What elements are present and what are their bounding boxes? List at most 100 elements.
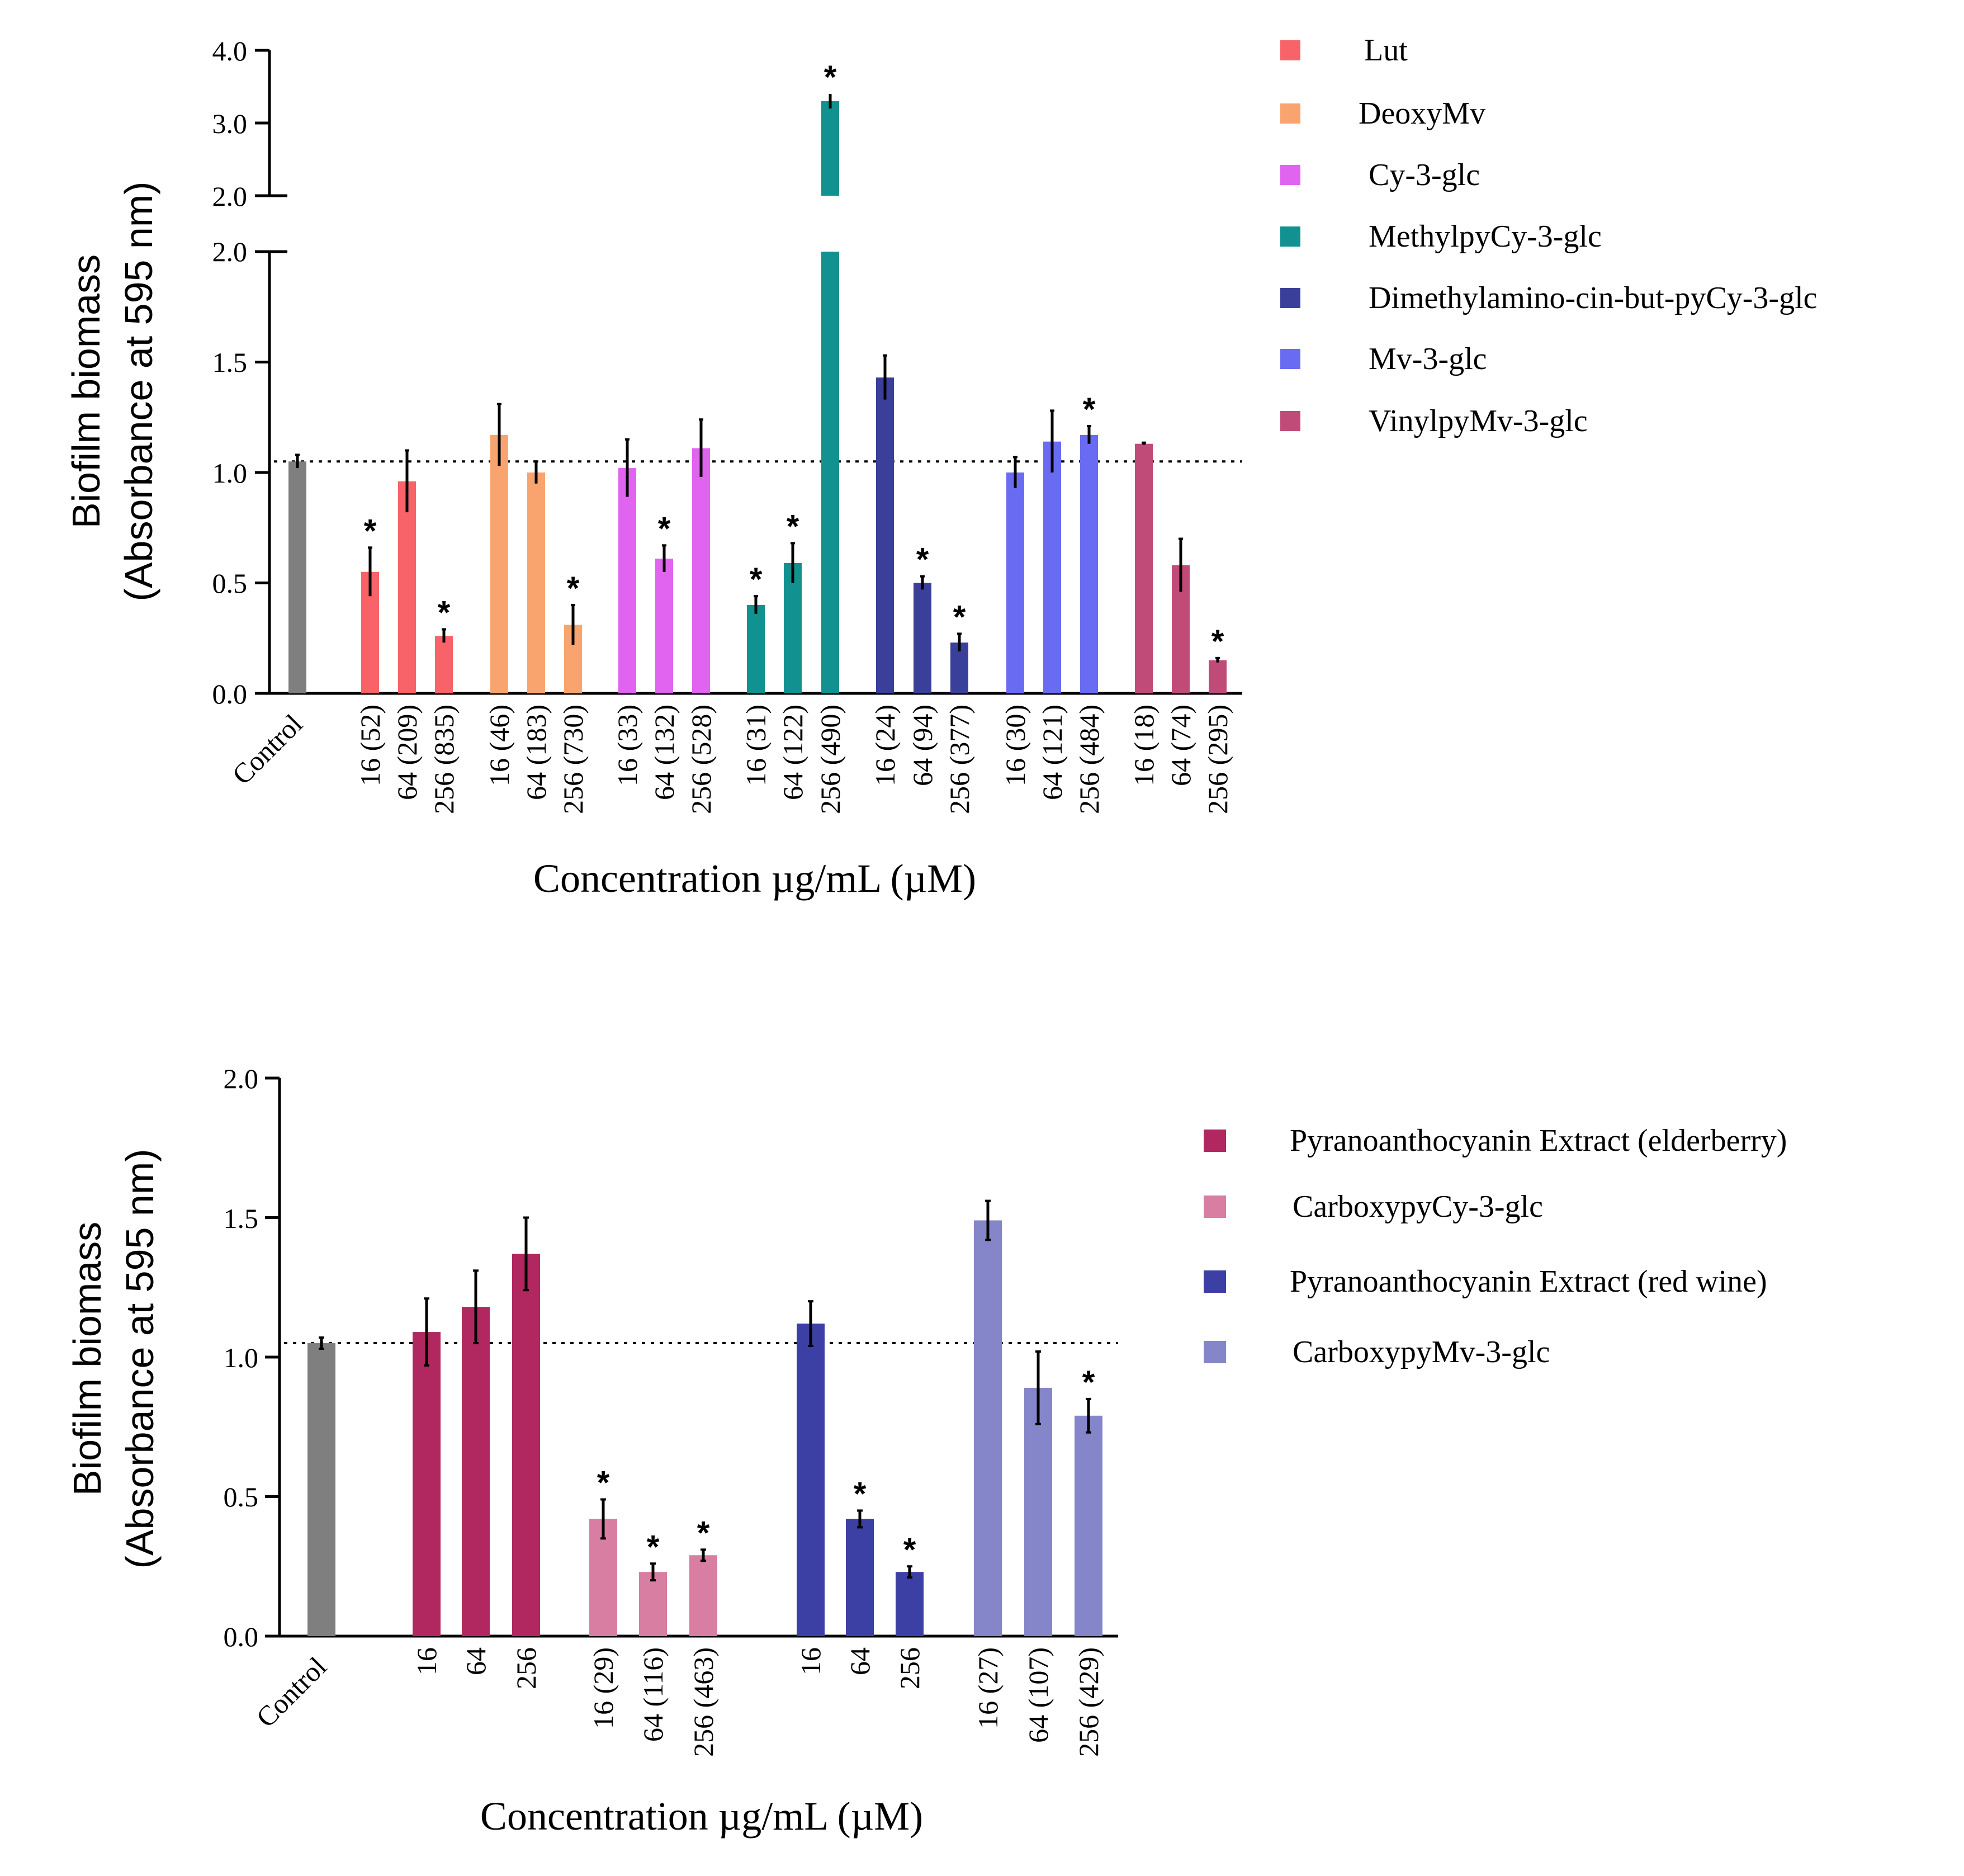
- chart-top-y-tick-0: 0.0: [212, 678, 248, 710]
- chart-top-x-title: Concentration µg/mL (µM): [533, 856, 976, 901]
- chart-top-legend-swatch-deoxymv: [1280, 103, 1300, 124]
- chart-bottom-x-label-9: 256: [894, 1647, 925, 1689]
- chart-top-x-label-14: 64 (94): [907, 705, 938, 786]
- chart-bottom-bar-12-carboxypymv-3-glc-sig: *: [1082, 1364, 1095, 1401]
- chart-bottom-bar-1-pyranoanthocyanin-extract-elderberry: [413, 1332, 441, 1636]
- chart-top-legend-label-cy-3-glc: Cy-3-glc: [1369, 158, 1480, 192]
- chart-top-bar-21-vinylpymv-3-glc: [1209, 660, 1227, 693]
- chart-bottom-bar-4-carboxypycy-3-glc-sig: *: [597, 1464, 610, 1501]
- chart-top-x-label-5: 64 (183): [520, 705, 552, 800]
- chart-top-legend-swatch-vinylpymv-3-glc: [1280, 411, 1300, 431]
- chart-bottom-bar-7-pyranoanthocyanin-extract-red-wine: [797, 1324, 825, 1636]
- chart-top-x-label-2: 64 (209): [391, 705, 423, 800]
- chart-top-y-title-line2: (Absorbance at 595 nm): [117, 182, 160, 602]
- chart-top-bar-5-deoxymv: [527, 472, 545, 693]
- chart-top-bar-12-methylpycy-3-glc-upper: [821, 101, 839, 196]
- chart-top-bar-6-deoxymv-sig: *: [567, 570, 580, 607]
- chart-bottom-bar-9-pyranoanthocyanin-extract-red-wine-sig: *: [903, 1532, 916, 1568]
- chart-bottom-y-title-line2: (Absorbance at 595 nm): [118, 1149, 162, 1569]
- chart-top-x-label-15: 256 (377): [944, 705, 975, 814]
- chart-bottom-bar-5-carboxypycy-3-glc: [639, 1572, 667, 1636]
- chart-top: Biofilm biomass (Absorbance at 595 nm) C…: [64, 33, 1817, 901]
- chart-top-legend-swatch-methylpycy-3-glc: [1280, 226, 1300, 247]
- chart-bottom-x-label-6: 256 (463): [688, 1647, 719, 1757]
- chart-bottom-legend-label-pyranoanthocyanin-extract-red-wine: Pyranoanthocyanin Extract (red wine): [1290, 1264, 1767, 1299]
- chart-top-x-label-10: 16 (31): [740, 705, 772, 786]
- chart-bottom-x-title: Concentration µg/mL (µM): [480, 1794, 923, 1839]
- chart-bottom-x-label-8: 64: [844, 1647, 875, 1675]
- chart-top-x-label-8: 64 (132): [649, 705, 680, 800]
- chart-top-legend-label-dimethylamino-cin-but-pycy-3-glc: Dimethylamino-cin-but-pyCy-3-glc: [1369, 281, 1817, 315]
- chart-bottom-bar-0-control: [307, 1343, 335, 1636]
- chart-top-legend-swatch-lut: [1280, 40, 1300, 60]
- chart-bottom-bar-8-pyranoanthocyanin-extract-red-wine-sig: *: [854, 1476, 867, 1512]
- chart-bottom-y-tick-0.5: 0.5: [224, 1481, 259, 1513]
- chart-bottom-bar-10-carboxypymv-3-glc: [974, 1220, 1002, 1636]
- chart-top-bar-8-cy-3-glc: [655, 559, 673, 693]
- chart-bottom-x-label-11: 64 (107): [1023, 1647, 1054, 1743]
- chart-top-y-title-line1: Biofilm biomass: [64, 254, 108, 528]
- chart-top-bar-14-dimethylamino-cin-but-pycy-3-glc-sig: *: [916, 542, 929, 578]
- chart-bottom-y-title-line1: Biofilm biomass: [65, 1222, 109, 1496]
- chart-top-bar-1-lut-sig: *: [364, 513, 377, 549]
- chart-top-bar-14-dimethylamino-cin-but-pycy-3-glc: [914, 583, 931, 693]
- chart-top-bar-3-lut: [435, 636, 453, 693]
- chart-top-bars: * * * * * * * * * * *: [288, 59, 1227, 693]
- chart-bottom-bar-3-pyranoanthocyanin-extract-elderberry: [512, 1254, 540, 1636]
- chart-bottom-bars: * * * * * *: [307, 1199, 1102, 1636]
- chart-top-x-label-21: 256 (295): [1202, 705, 1233, 814]
- chart-bottom-y-tick-0: 0.0: [224, 1621, 259, 1652]
- chart-bottom-x-label-2: 64: [460, 1647, 491, 1675]
- chart-top-y-tick-4: 4.0: [212, 35, 248, 67]
- chart-top-bar-10-methylpycy-3-glc: [747, 605, 765, 693]
- chart-top-x-label-1: 16 (52): [354, 705, 386, 786]
- chart-top-x-label-6: 256 (730): [557, 705, 589, 814]
- chart-top-x-label-3: 256 (835): [428, 705, 460, 814]
- chart-top-y-tick-0.5: 0.5: [212, 568, 248, 599]
- chart-bottom-bar-6-carboxypycy-3-glc-sig: *: [697, 1515, 710, 1551]
- chart-bottom-bar-12-carboxypymv-3-glc: [1075, 1415, 1102, 1636]
- chart-top-bar-10-methylpycy-3-glc-sig: *: [750, 561, 763, 598]
- chart-top-bar-13-dimethylamino-cin-but-pycy-3-glc: [876, 377, 894, 693]
- chart-top-bar-9-cy-3-glc: [692, 448, 710, 693]
- chart-bottom-bar-9-pyranoanthocyanin-extract-red-wine: [896, 1572, 924, 1636]
- chart-top-bar-18-mv-3-glc: [1080, 434, 1098, 693]
- chart-top-bar-8-cy-3-glc-sig: *: [658, 511, 671, 547]
- chart-top-legend-label-vinylpymv-3-glc: VinylpyMv-3-glc: [1369, 404, 1588, 438]
- chart-top-legend-swatch-dimethylamino-cin-but-pycy-3-glc: [1280, 288, 1300, 308]
- chart-bottom-x-label-12: 256 (429): [1073, 1647, 1104, 1757]
- chart-bottom-y-tick-2: 2.0: [224, 1063, 259, 1094]
- chart-top-x-label-20: 64 (74): [1165, 705, 1196, 786]
- chart-top-bar-12-methylpycy-3-glc-lower: [821, 252, 839, 693]
- chart-top-legend-label-deoxymv: DeoxyMv: [1359, 96, 1485, 131]
- chart-top-y-tick-1.5: 1.5: [212, 347, 248, 378]
- chart-bottom-bar-11-carboxypymv-3-glc: [1024, 1387, 1052, 1636]
- chart-bottom-x-label-10: 16 (27): [972, 1647, 1004, 1729]
- chart-top-bar-11-methylpycy-3-glc: [784, 563, 802, 693]
- chart-top-bar-21-vinylpymv-3-glc-sig: *: [1211, 623, 1224, 660]
- chart-top-legend: Lut DeoxyMv Cy-3-glc MethylpyCy-3-glc Dimeth…: [1280, 33, 1817, 438]
- chart-top-x-label-7: 16 (33): [612, 705, 643, 786]
- chart-top-x-label-4: 16 (46): [484, 705, 515, 786]
- chart-top-legend-label-methylpycy-3-glc: MethylpyCy-3-glc: [1369, 219, 1602, 254]
- chart-top-x-label-9: 256 (528): [685, 705, 717, 814]
- chart-bottom-legend-label-carboxypycy-3-glc: CarboxypyCy-3-glc: [1293, 1189, 1543, 1224]
- chart-top-bar-17-mv-3-glc: [1043, 441, 1061, 693]
- chart-bottom-y-tick-1.5: 1.5: [224, 1203, 259, 1234]
- chart-bottom-x-label-1: 16: [411, 1647, 442, 1675]
- chart-bottom-x-label-7: 16: [795, 1647, 826, 1675]
- chart-bottom-legend-label-pyranoanthocyanin-extract-elderberry: Pyranoanthocyanin Extract (elderberry): [1290, 1123, 1787, 1158]
- chart-top-x-label-11: 64 (122): [777, 705, 808, 800]
- chart-top-legend-label-mv-3-glc: Mv-3-glc: [1369, 342, 1487, 376]
- chart-bottom-legend-swatch-pyranoanthocyanin-extract-elderberry: [1204, 1130, 1226, 1152]
- chart-bottom-x-label-5: 64 (116): [637, 1647, 669, 1742]
- chart-bottom-x-tick-labels: Control 16 64 256 16 (29) 64 (116) 256 (463) 16…: [250, 1647, 1104, 1757]
- chart-top-bar-16-mv-3-glc: [1006, 472, 1024, 693]
- chart-top-x-label-17: 64 (121): [1037, 705, 1068, 800]
- chart-top-bar-3-lut-sig: *: [438, 594, 451, 631]
- chart-top-bar-7-cy-3-glc: [618, 468, 636, 693]
- chart-bottom-legend-label-carboxypymv-3-glc: CarboxypyMv-3-glc: [1293, 1335, 1550, 1369]
- chart-top-y-tick-3: 3.0: [212, 108, 248, 139]
- chart-top-bar-2-lut: [398, 481, 416, 693]
